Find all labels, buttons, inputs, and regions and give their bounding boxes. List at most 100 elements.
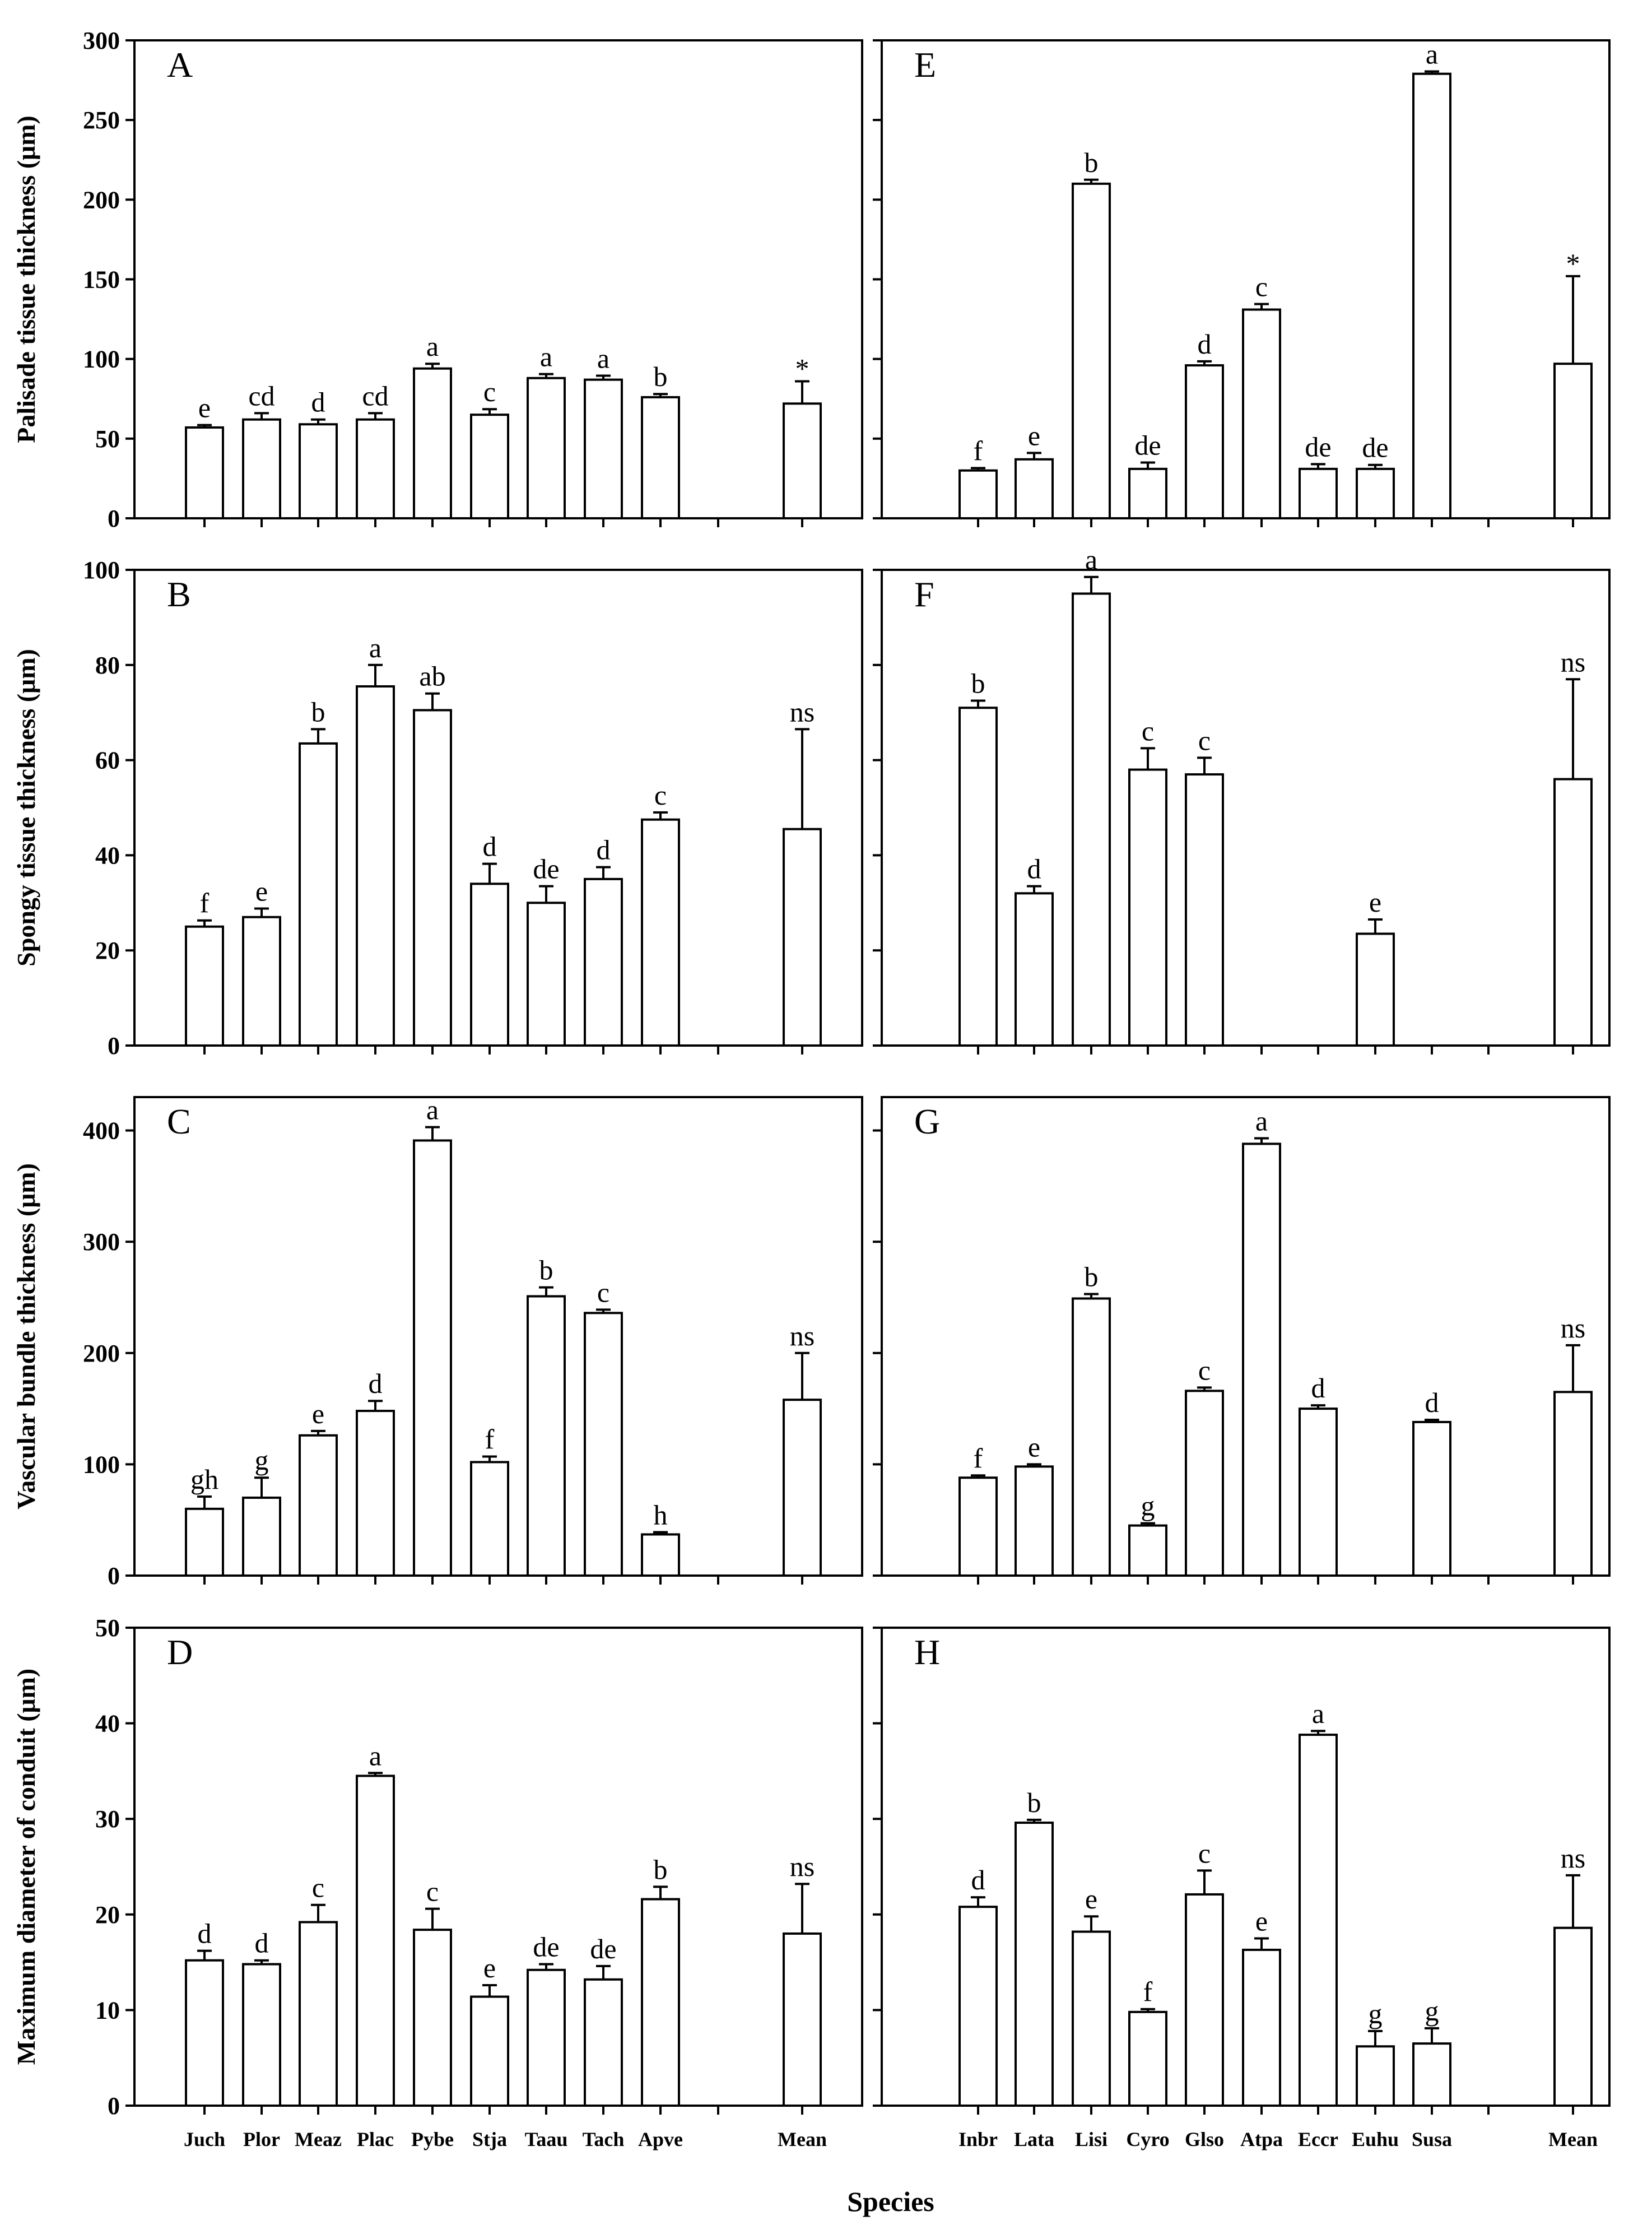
bar — [783, 402, 822, 520]
y-tick-label: 40 — [95, 1710, 120, 1738]
significance-label: a — [540, 341, 552, 373]
bar — [413, 367, 452, 520]
y-tick-label: 300 — [83, 27, 120, 54]
bar — [1553, 1391, 1593, 1577]
bar — [413, 709, 452, 1047]
bar — [470, 882, 509, 1047]
y-axis-label: Maximum diameter of conduit (μm) — [12, 1669, 40, 2065]
bar — [299, 1921, 338, 2107]
bar — [356, 685, 395, 1047]
bar — [527, 1968, 566, 2107]
bar — [641, 818, 680, 1047]
significance-label: e — [312, 1398, 324, 1429]
bar — [1242, 308, 1281, 519]
significance-label: c — [1198, 724, 1211, 756]
bar — [185, 1507, 224, 1577]
panel-label: H — [914, 1632, 940, 1672]
significance-label: cd — [248, 380, 274, 411]
x-tick-label: Glso — [1185, 2128, 1224, 2150]
panel-label: C — [167, 1102, 191, 1141]
x-tick-label: Inbr — [958, 2128, 998, 2150]
significance-label: a — [1085, 544, 1097, 575]
significance-label: ns — [1561, 646, 1585, 677]
x-tick-label: Susa — [1412, 2128, 1452, 2150]
bar — [584, 1312, 623, 1577]
y-tick-label: 30 — [95, 1805, 120, 1833]
significance-label: a — [597, 343, 609, 374]
significance-label: c — [1255, 271, 1268, 303]
significance-label: e — [198, 392, 211, 424]
bar — [356, 1775, 395, 2107]
x-tick-label: Plor — [243, 2128, 280, 2150]
y-axis-label: Spongy tissue thickness (μm) — [12, 649, 40, 967]
y-tick-label: 50 — [95, 425, 120, 453]
bar — [1015, 1465, 1054, 1577]
significance-label: g — [1369, 1998, 1383, 2029]
significance-label: e — [255, 875, 268, 907]
y-tick-label: 0 — [108, 2092, 120, 2120]
bar — [958, 469, 998, 520]
panel-label: E — [914, 45, 936, 85]
significance-label: b — [1027, 1787, 1041, 1818]
significance-label: de — [590, 1933, 616, 1964]
significance-label: d — [971, 1864, 985, 1896]
significance-label: ns — [790, 1320, 815, 1351]
bar — [1185, 364, 1224, 519]
bar — [584, 378, 623, 519]
bar — [1412, 72, 1451, 519]
bar — [1356, 2045, 1395, 2107]
bar — [1553, 778, 1593, 1047]
significance-label: e — [1028, 420, 1040, 451]
y-tick-label: 200 — [83, 1340, 120, 1367]
significance-label: c — [1142, 715, 1154, 746]
panel-F: Fb d a c c e ns — [873, 544, 1611, 1055]
y-tick-label: 0 — [108, 505, 120, 532]
significance-label: ns — [1561, 1312, 1585, 1344]
y-tick-label: 40 — [95, 842, 120, 869]
significance-label: b — [654, 1854, 668, 1885]
significance-label: d — [483, 831, 497, 862]
y-tick-label: 80 — [95, 652, 120, 679]
significance-label: a — [369, 632, 381, 663]
significance-label: d — [1027, 853, 1041, 885]
significance-label: de — [533, 853, 559, 885]
significance-label: b — [539, 1255, 553, 1286]
significance-label: e — [483, 1952, 496, 1984]
bar — [185, 1959, 224, 2107]
significance-label: d — [198, 1918, 212, 1949]
significance-label: g — [1141, 1490, 1155, 1522]
y-tick-label: 0 — [108, 1562, 120, 1590]
bar — [1299, 1408, 1338, 1577]
bar — [1185, 1390, 1224, 1577]
significance-label: b — [1085, 1261, 1099, 1293]
plot-frame — [881, 569, 1611, 1047]
bar — [1299, 467, 1338, 520]
significance-label: c — [654, 779, 667, 811]
bar — [1242, 1142, 1281, 1577]
x-tick-label: Cyro — [1126, 2128, 1169, 2150]
significance-label: c — [483, 376, 496, 407]
panel-G: Gf e b g c a d d ns — [873, 1096, 1611, 1585]
significance-label: a — [426, 1094, 439, 1126]
bar — [413, 1139, 452, 1577]
bar — [299, 1434, 338, 1577]
x-tick-label: Lisi — [1075, 2128, 1107, 2150]
significance-label: d — [1198, 328, 1212, 360]
bar — [958, 707, 998, 1047]
significance-label: f — [974, 435, 983, 466]
significance-label: c — [1198, 1837, 1211, 1869]
bar — [1015, 1822, 1054, 2107]
significance-label: a — [1426, 38, 1438, 69]
significance-label: b — [654, 361, 668, 392]
significance-label: ns — [790, 696, 815, 727]
y-axis-label: Palisade tissue thickness (μm) — [12, 115, 40, 443]
bar — [242, 916, 281, 1047]
significance-label: b — [311, 696, 325, 727]
significance-label: gh — [190, 1464, 218, 1495]
significance-label: c — [597, 1276, 609, 1308]
bar — [1128, 467, 1167, 520]
bar — [242, 1963, 281, 2107]
significance-label: e — [1028, 1431, 1040, 1462]
bar — [1128, 1524, 1167, 1577]
